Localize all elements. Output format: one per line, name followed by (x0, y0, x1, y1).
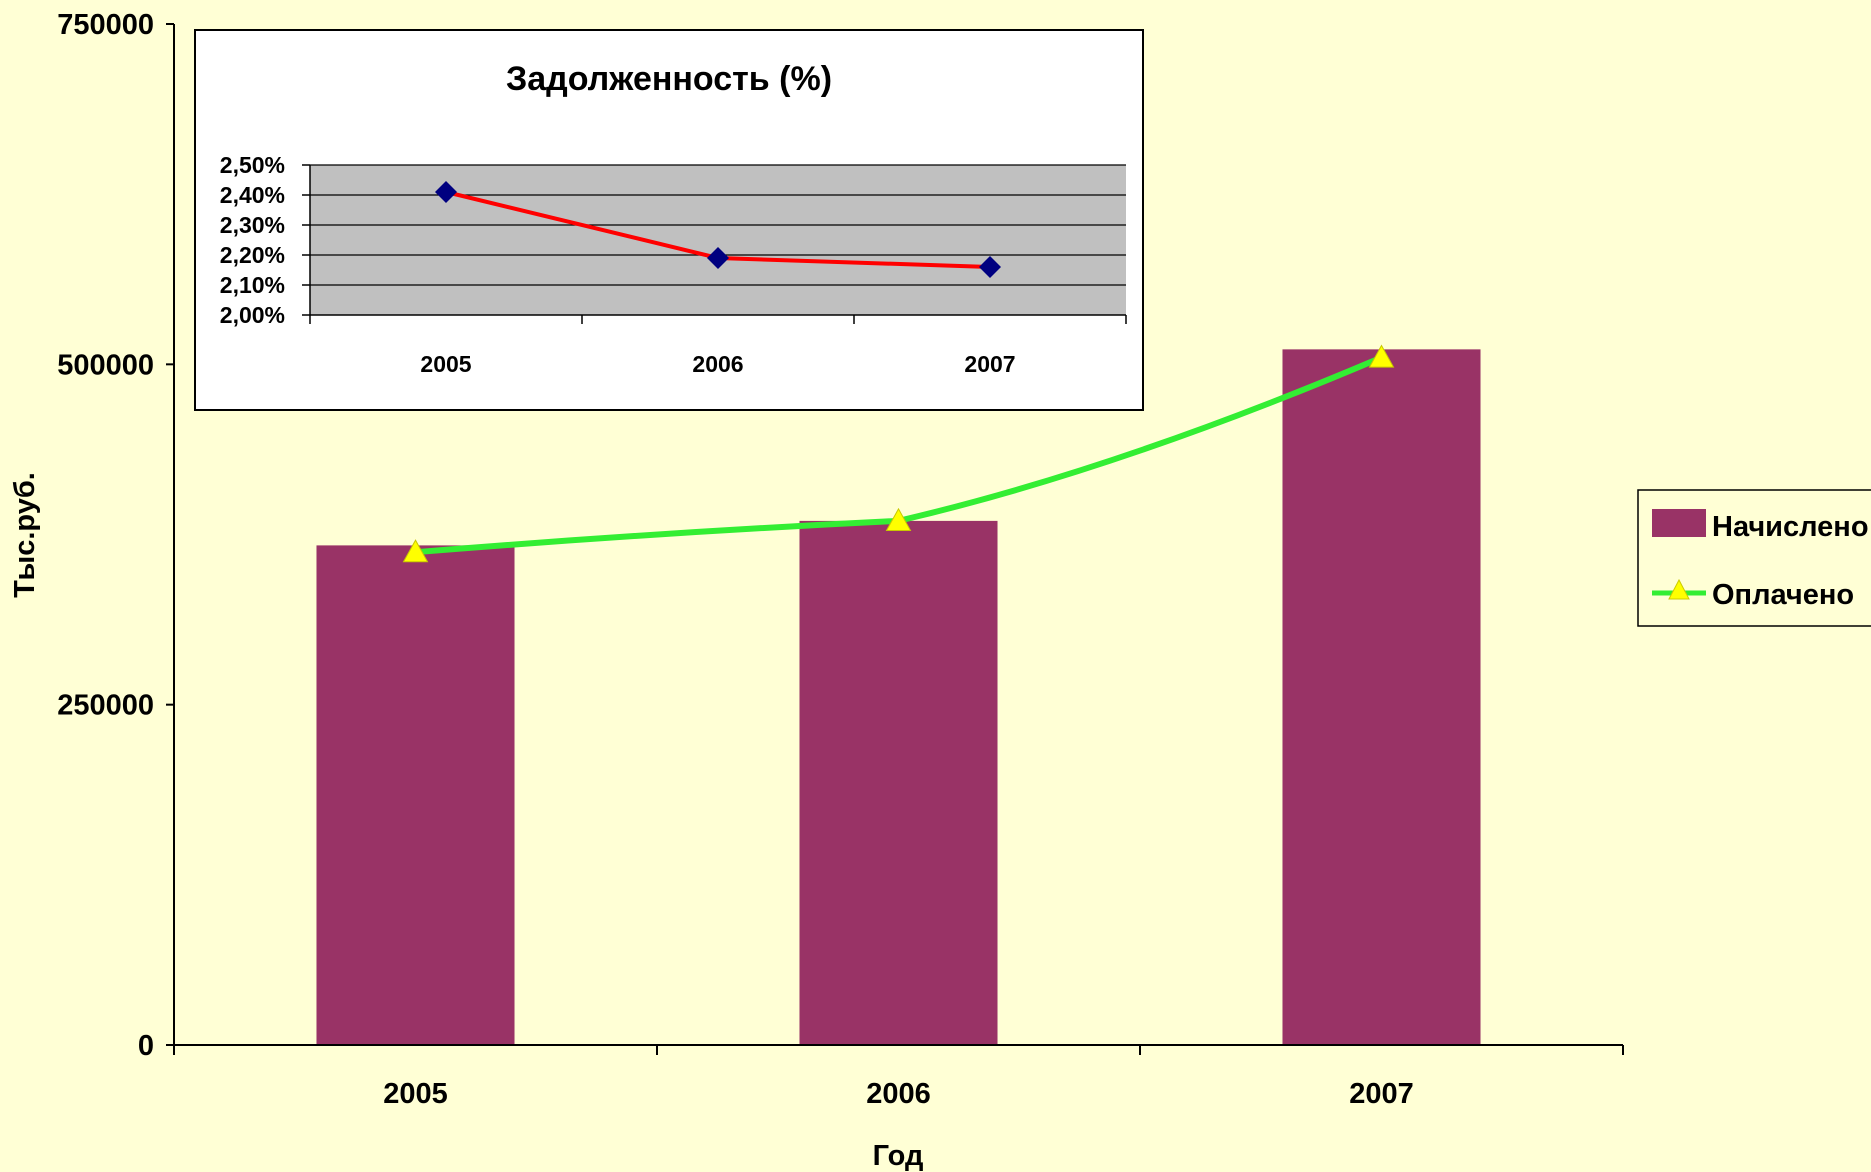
paid-marker-2006 (885, 507, 912, 531)
paid-marker-2005 (402, 539, 429, 563)
x-tick-label: 2005 (383, 1078, 448, 1110)
debt-marker-2006 (707, 247, 729, 269)
legend-marker-paid (1668, 578, 1690, 600)
inset-title: Задолженность (%) (506, 60, 832, 98)
inset-y-tick-label: 2,30% (220, 212, 285, 238)
x-axis-title: Год (873, 1140, 924, 1172)
y-tick-label: 250000 (57, 690, 154, 722)
inset-y-tick-label: 2,40% (220, 182, 285, 208)
y-tick-label: 750000 (57, 9, 154, 41)
legend: Начислено Оплачено (1637, 489, 1871, 627)
y-axis-title: Тыс.руб. (9, 472, 41, 598)
inset-x-tick-label: 2007 (964, 351, 1015, 377)
bar-2005 (316, 545, 515, 1045)
inset-y-tick-label: 2,00% (220, 302, 285, 328)
debt-marker-2005 (435, 181, 457, 203)
inset-plot-area (310, 165, 1126, 315)
inset-x-tick-label: 2006 (692, 351, 743, 377)
paid-marker-2007 (1368, 344, 1395, 368)
legend-swatch-accrued (1652, 509, 1706, 537)
main-line-series (402, 344, 1395, 563)
legend-label-accrued: Начислено (1712, 511, 1869, 543)
inset-x-tick-label: 2005 (420, 351, 471, 377)
inset-y-tick-label: 2,50% (220, 152, 285, 178)
inset-ticks: 2,00% 2,10% 2,20% 2,30% 2,40% 2,50% 2005 2006 20… (220, 152, 1127, 377)
legend-label-paid: Оплачено (1712, 579, 1854, 611)
main-bars (316, 349, 1481, 1046)
main-chart: 0 250000 500000 750000 2005 2006 2007 Год Тыс.… (9, 9, 1624, 1172)
inset-y-tick-label: 2,20% (220, 242, 285, 268)
inset-y-tick-label: 2,10% (220, 272, 285, 298)
debt-marker-2007 (979, 256, 1001, 278)
main-axes (173, 24, 1623, 1046)
x-tick-label: 2007 (1349, 1078, 1414, 1110)
x-tick-label: 2006 (866, 1078, 931, 1110)
inset-line-series (435, 181, 1001, 278)
bar-2006 (799, 520, 998, 1045)
main-ticks: 0 250000 500000 750000 2005 2006 2007 (57, 9, 1624, 1110)
bar-2007 (1282, 349, 1481, 1046)
inset-chart: Задолженность (%) 2,00%2,10%2,20%2,30%2,… (194, 29, 1144, 411)
y-tick-label: 0 (138, 1030, 154, 1062)
y-tick-label: 500000 (57, 349, 154, 381)
inset-axes (309, 165, 1126, 316)
